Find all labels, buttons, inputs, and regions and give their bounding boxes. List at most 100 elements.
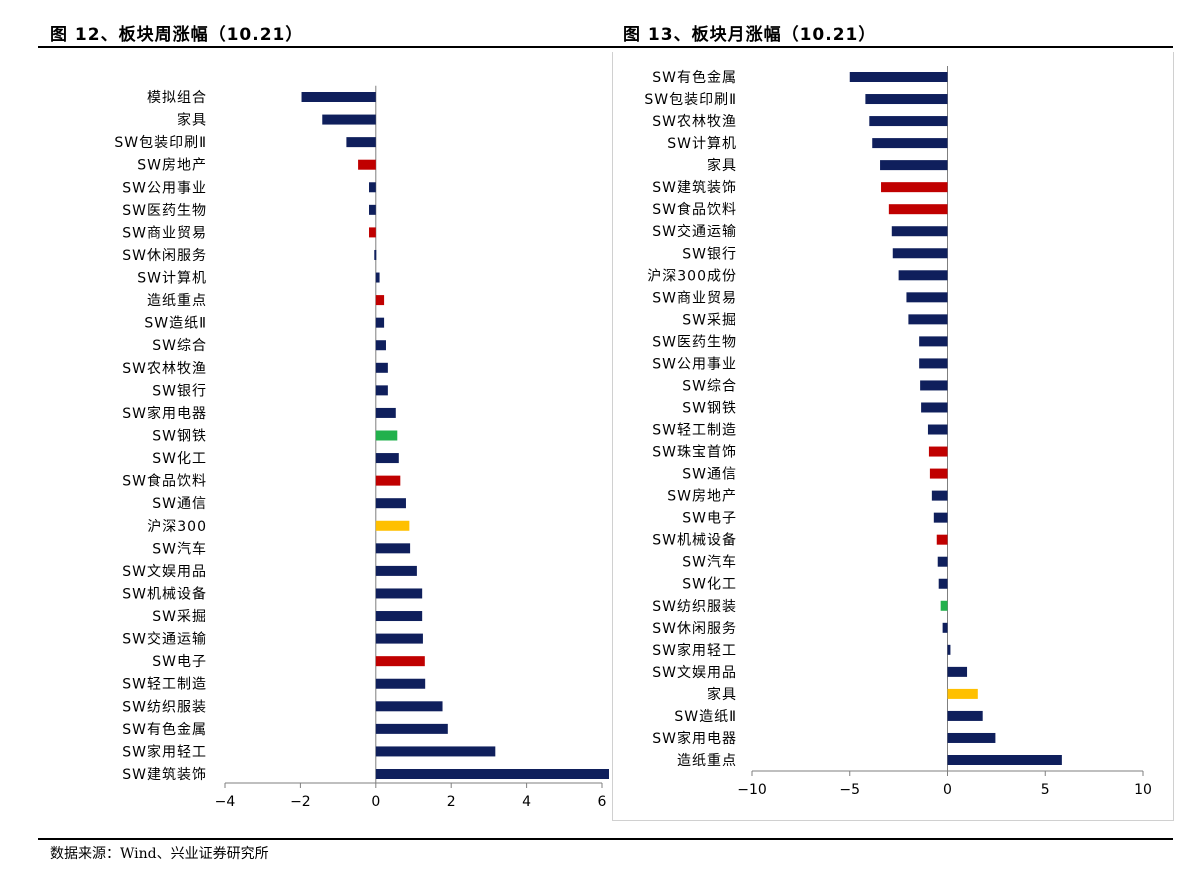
bar	[375, 475, 401, 486]
category-label: SW通信	[682, 467, 737, 483]
bar	[931, 490, 948, 501]
category-label: 沪深300成份	[647, 268, 737, 284]
bar	[375, 362, 388, 373]
bar	[375, 272, 380, 283]
category-label: 家具	[177, 112, 207, 129]
bar	[375, 430, 398, 441]
bar	[375, 543, 411, 554]
top-rule	[38, 46, 1173, 48]
bar	[375, 746, 496, 757]
category-label: SW银行	[682, 246, 737, 262]
category-label: SW食品饮料	[652, 201, 737, 218]
bar	[865, 94, 948, 105]
category-label: SW家用电器	[652, 730, 737, 747]
category-label: SW有色金属	[652, 69, 737, 86]
category-label: SW建筑装饰	[122, 767, 207, 783]
bar	[937, 556, 948, 567]
bar	[936, 534, 948, 545]
x-tick-label: 4	[522, 794, 531, 810]
bottom-rule	[38, 838, 1173, 840]
category-label: SW珠宝首饰	[652, 445, 737, 461]
category-label: SW电子	[152, 654, 207, 670]
bar	[928, 446, 948, 457]
category-label: SW钢铁	[152, 429, 207, 445]
category-label: SW包装印刷Ⅱ	[644, 92, 737, 108]
bar	[322, 114, 376, 125]
bar	[919, 336, 948, 347]
bar	[369, 182, 376, 193]
bar	[375, 701, 443, 712]
category-label: SW农林牧渔	[122, 361, 207, 377]
bar	[869, 116, 948, 127]
category-label: SW机械设备	[122, 585, 207, 602]
bar	[947, 688, 978, 699]
bar	[375, 611, 423, 622]
bar	[301, 92, 376, 102]
category-label: SW计算机	[137, 271, 207, 287]
bar	[933, 512, 948, 523]
category-label: SW轻工制造	[122, 677, 207, 693]
bar	[927, 424, 948, 435]
x-tick-label: −10	[737, 782, 767, 798]
bar	[898, 270, 948, 281]
category-label: SW家用轻工	[122, 743, 207, 760]
category-label: SW公用事业	[652, 356, 737, 372]
category-label: SW化工	[682, 577, 737, 593]
category-label: SW综合	[682, 378, 737, 394]
bar	[929, 468, 948, 479]
monthly-chart-frame	[612, 52, 1174, 821]
bar	[892, 248, 948, 259]
bar	[881, 182, 948, 193]
bar	[375, 295, 385, 306]
bar	[940, 600, 948, 611]
category-label: SW商业贸易	[122, 225, 207, 241]
bar	[947, 666, 968, 677]
bar	[375, 498, 406, 509]
category-label: SW有色金属	[122, 721, 207, 738]
bar	[374, 249, 377, 260]
category-label: SW造纸Ⅱ	[144, 316, 207, 332]
category-label: SW文娱用品	[652, 665, 737, 681]
bar	[375, 340, 386, 351]
bar	[947, 755, 1062, 765]
category-label: 家具	[707, 686, 737, 703]
bar	[358, 159, 376, 170]
bar	[849, 72, 948, 82]
category-label: SW房地产	[137, 158, 207, 174]
category-label: SW休闲服务	[122, 248, 207, 264]
category-label: SW银行	[152, 383, 207, 399]
bar	[942, 622, 948, 633]
category-label: SW综合	[152, 338, 207, 354]
bar	[908, 314, 948, 325]
category-label: SW通信	[152, 496, 207, 512]
bar	[919, 358, 948, 369]
category-label: SW汽车	[682, 554, 737, 571]
x-tick-label: 5	[1041, 782, 1050, 798]
bar	[947, 710, 983, 721]
bar	[346, 137, 376, 148]
category-label: SW休闲服务	[652, 621, 737, 637]
category-label: SW包装印刷Ⅱ	[114, 135, 207, 151]
bar	[891, 226, 948, 237]
category-label: SW家用电器	[122, 405, 207, 422]
category-label: 模拟组合	[147, 90, 207, 106]
x-tick-label: −2	[290, 794, 311, 810]
bar	[921, 402, 948, 413]
category-label: SW交通运输	[652, 223, 737, 240]
bar	[375, 723, 448, 734]
bar	[880, 160, 948, 171]
bar	[375, 385, 388, 396]
category-label: SW采掘	[682, 312, 737, 328]
category-label: 造纸重点	[147, 293, 207, 309]
category-label: SW医药生物	[652, 334, 737, 350]
bar	[906, 292, 948, 303]
x-tick-label: 6	[598, 794, 607, 810]
bar	[375, 407, 396, 418]
category-label: SW轻工制造	[652, 423, 737, 439]
category-label: SW商业贸易	[652, 290, 737, 306]
category-label: SW农林牧渔	[652, 114, 737, 130]
category-label: SW家用轻工	[652, 642, 737, 659]
bar	[920, 380, 948, 391]
bar	[369, 204, 376, 215]
